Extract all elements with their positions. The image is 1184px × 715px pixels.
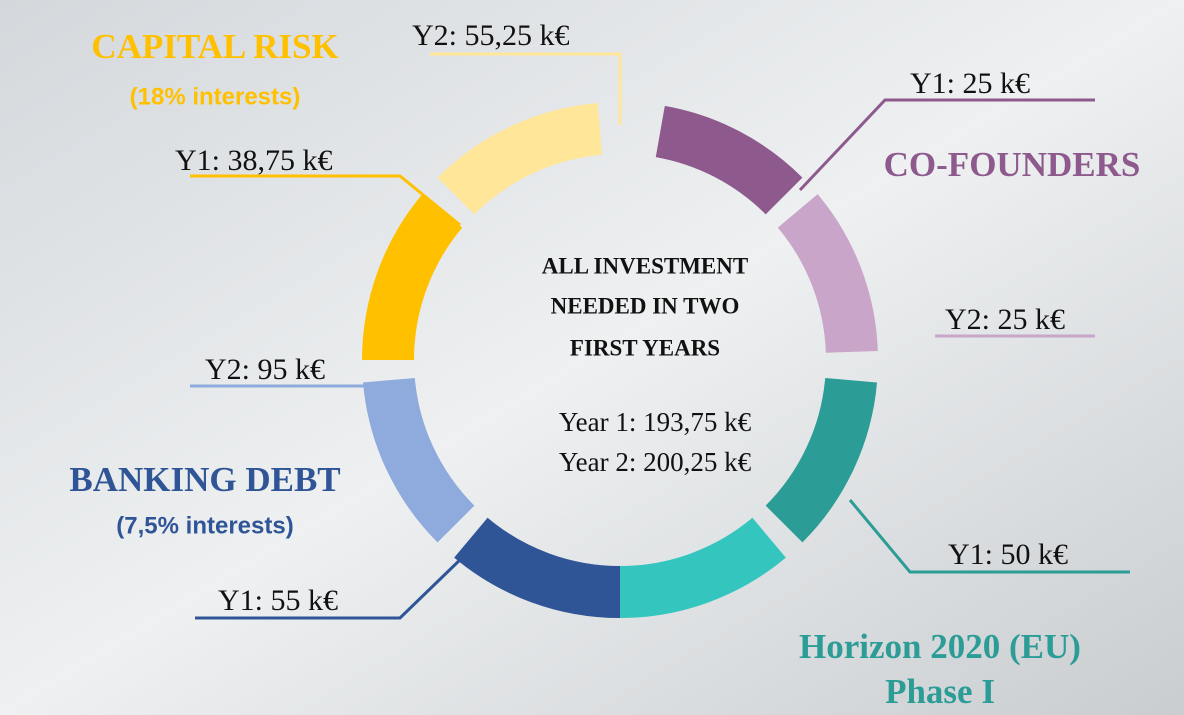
source-name: Horizon 2020 (EU) (799, 627, 1081, 666)
center-title: ALL INVESTMENT (542, 253, 748, 278)
ring-segment (765, 377, 878, 543)
callout-line (195, 553, 467, 620)
amount-label: Y2: 25 k€ (945, 303, 1065, 336)
source-name: CAPITAL RISK (91, 27, 338, 66)
center-title: FIRST YEARS (570, 335, 720, 360)
source-name: BANKING DEBT (69, 460, 340, 499)
source-note: (18% interests) (130, 83, 301, 110)
source-note: (7,5% interests) (116, 512, 293, 539)
ring-segment (437, 102, 603, 215)
year-total: Year 2: 200,25 k€ (559, 447, 752, 477)
ring-segment (620, 517, 786, 618)
callout-line (430, 52, 622, 125)
callout-line (190, 174, 461, 227)
ring-segment (777, 194, 878, 353)
ring-segment (362, 194, 463, 360)
ring-segment (655, 105, 803, 215)
ring-segment (454, 517, 620, 618)
amount-label: Y1: 55 k€ (218, 584, 338, 617)
callout-line (848, 499, 1130, 574)
source-note: Phase I (885, 672, 995, 711)
ring-segment (362, 377, 475, 543)
amount-label: Y2: 55,25 k€ (412, 19, 570, 52)
source-name: CO-FOUNDERS (884, 145, 1141, 184)
year-total: Year 1: 193,75 k€ (559, 407, 752, 437)
amount-label: Y1: 25 k€ (910, 67, 1030, 100)
center-title: NEEDED IN TWO (551, 293, 740, 318)
callout-line (798, 98, 1095, 192)
ring (362, 102, 878, 618)
amount-label: Y2: 95 k€ (205, 353, 325, 386)
amount-label: Y1: 50 k€ (948, 538, 1068, 571)
amount-label: Y1: 38,75 k€ (175, 144, 333, 177)
